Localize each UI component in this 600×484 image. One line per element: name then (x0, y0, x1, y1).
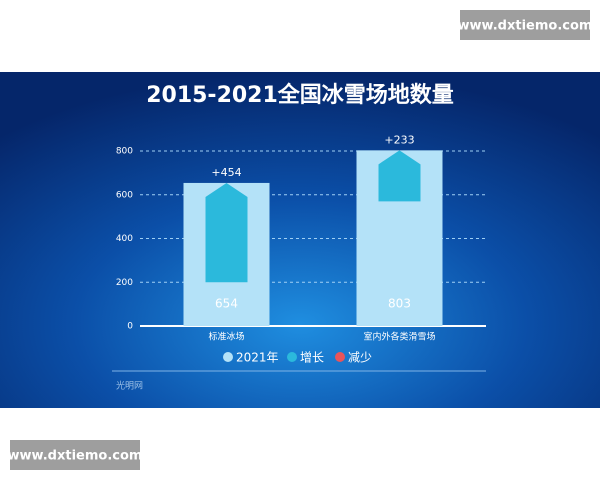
y-tick-label: 400 (116, 234, 133, 244)
bar-value-label: 654 (215, 297, 238, 311)
legend-marker (287, 352, 297, 362)
watermark-box (460, 10, 590, 40)
increase-label: +454 (211, 166, 241, 179)
y-tick-label: 0 (127, 322, 133, 332)
source: 光明网 (116, 380, 143, 392)
y-tick-label: 200 (116, 278, 133, 288)
x-tick-label: 室内外各类滑雪场 (363, 331, 435, 343)
y-tick-label: 600 (116, 190, 133, 200)
legend-label: 减少 (348, 351, 372, 365)
watermark: www.dxtiemo.com (458, 19, 593, 34)
chart-title: 2015-2021全国冰雪场地数量 (146, 82, 454, 108)
y-tick-label: 800 (116, 147, 133, 157)
increase-shape (378, 150, 421, 202)
bar-value-label: 803 (388, 297, 411, 311)
chart-background (0, 72, 600, 408)
legend-marker (223, 352, 233, 362)
legend-label: 增长 (300, 351, 324, 365)
increase-shape (205, 182, 248, 283)
legend-marker (335, 352, 345, 362)
x-tick-label: 标准冰场 (208, 331, 244, 343)
legend-label: 2021年 (236, 351, 279, 365)
watermark-box (10, 440, 140, 470)
increase-label: +233 (384, 133, 414, 146)
watermark: www.dxtiemo.com (8, 449, 143, 464)
